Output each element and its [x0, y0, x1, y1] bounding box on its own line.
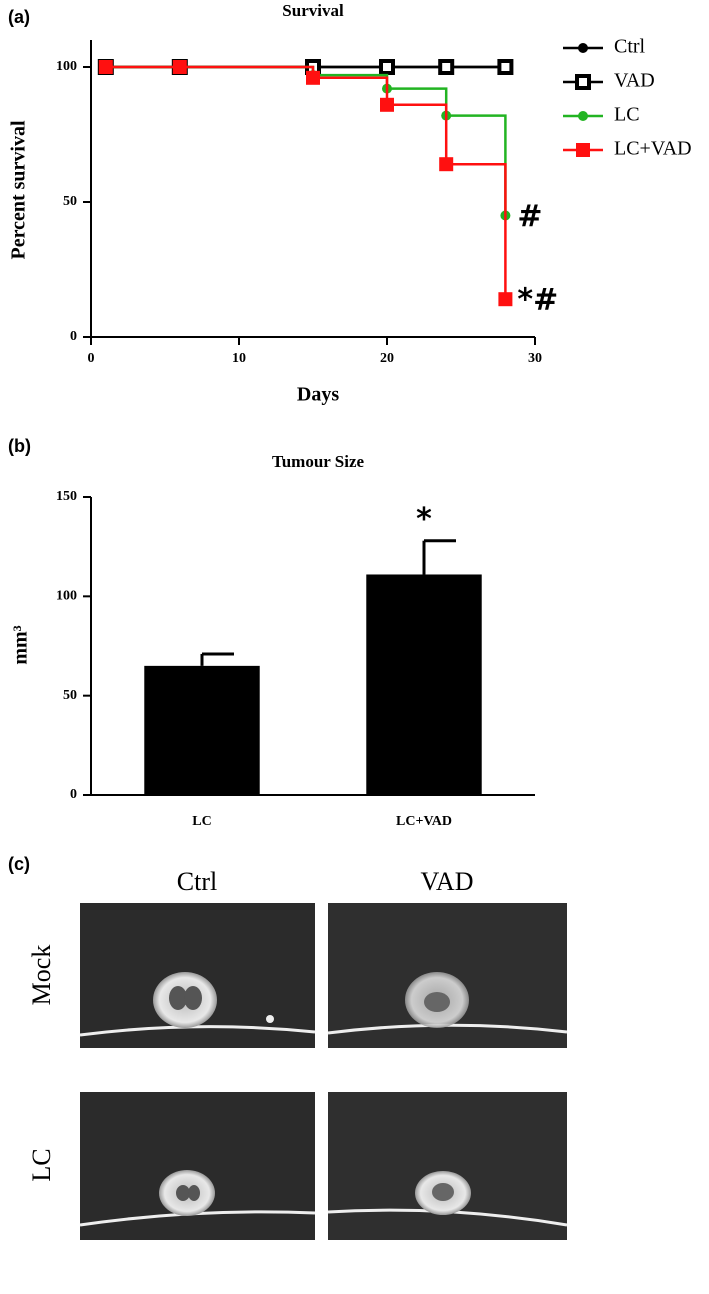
x-tick-label: 0: [88, 351, 95, 366]
y-tick-label: 150: [56, 489, 77, 504]
point: [306, 70, 320, 85]
point: [98, 60, 113, 74]
ct-image: [327, 1092, 568, 1240]
point: [379, 59, 395, 75]
y-axis-label: mm³: [10, 625, 32, 664]
ct-image: [79, 1092, 316, 1240]
x-tick-label: 10: [232, 351, 246, 366]
bar: [144, 665, 260, 795]
column-label: VAD: [421, 867, 474, 896]
annotation: *: [416, 502, 432, 537]
y-tick-label: 100: [56, 59, 77, 74]
legend-marker: [575, 74, 591, 90]
point: [439, 157, 454, 172]
bar: [366, 574, 482, 795]
panel-label: (c): [8, 854, 30, 874]
y-tick-label: 50: [63, 688, 77, 703]
y-tick-label: 50: [63, 194, 77, 209]
x-tick-label: LC+VAD: [396, 814, 452, 829]
y-tick-label: 0: [70, 787, 77, 802]
chart-title: Survival: [282, 1, 344, 20]
legend-marker: [578, 111, 588, 121]
ct-image: [327, 903, 568, 1048]
chart-title: Tumour Size: [272, 452, 365, 471]
y-tick-label: 0: [70, 329, 77, 344]
annotation: #: [517, 199, 542, 234]
legend-label: VAD: [614, 70, 655, 92]
point: [438, 59, 455, 75]
column-label: Ctrl: [177, 867, 217, 896]
x-tick-label: 20: [380, 351, 394, 366]
row-label: Mock: [27, 945, 56, 1006]
y-tick-label: 100: [56, 589, 77, 604]
row-label: LC: [27, 1148, 56, 1181]
legend-label: Ctrl: [614, 36, 646, 58]
panel-label: (a): [8, 7, 30, 27]
legend-label: LC: [614, 104, 640, 126]
survival-line: [105, 65, 507, 300]
legend-marker: [576, 143, 590, 157]
y-axis-label: Percent survival: [8, 120, 30, 259]
point: [172, 60, 187, 74]
x-axis-label: Days: [297, 384, 339, 406]
point: [380, 97, 394, 112]
ct-image: [79, 903, 316, 1048]
annotation: *#: [517, 283, 558, 318]
panel-label: (b): [8, 436, 31, 456]
point: [497, 59, 514, 75]
point: [498, 292, 513, 307]
x-tick-label: 30: [528, 351, 542, 366]
x-tick-label: LC: [192, 814, 211, 829]
legend-marker: [578, 43, 588, 53]
legend-label: LC+VAD: [614, 138, 692, 160]
